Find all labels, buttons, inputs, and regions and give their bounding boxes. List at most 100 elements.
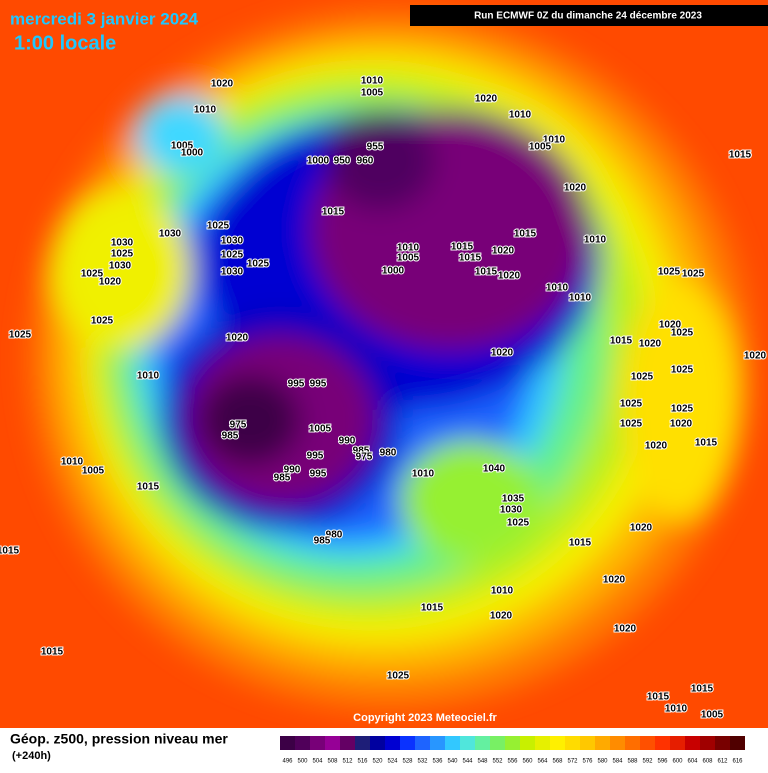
color-bar-label: 588 — [627, 759, 638, 765]
isobar-label: 1025 — [81, 269, 104, 280]
isobar-label: 1020 — [211, 79, 234, 90]
color-bar-label: 536 — [432, 759, 443, 765]
isobar-label: 1035 — [502, 494, 525, 505]
color-bar-label: 500 — [297, 759, 308, 765]
color-swatch — [610, 736, 625, 750]
isobar-label: 1025 — [387, 671, 410, 682]
color-swatch — [430, 736, 445, 750]
isobar-label: 1030 — [221, 236, 244, 247]
color-bar-label: 584 — [612, 759, 623, 765]
color-bar-label: 616 — [732, 759, 743, 765]
isobar-label: 1020 — [492, 246, 515, 257]
isobar-label: 1010 — [361, 76, 384, 87]
color-swatch — [730, 736, 745, 750]
isobar-label: 1015 — [421, 603, 444, 614]
color-bar-label: 572 — [567, 759, 578, 765]
isobar-label: 1025 — [682, 269, 705, 280]
isobar-label: 1040 — [483, 464, 506, 475]
isobar-label: 1010 — [137, 371, 160, 382]
lead-time: (+240h) — [12, 750, 51, 762]
color-bar-label: 540 — [447, 759, 458, 765]
isobar-label: 1025 — [221, 250, 244, 261]
isobar-label: 1020 — [491, 348, 514, 359]
isobar-label: 1020 — [99, 277, 122, 288]
color-swatch — [415, 736, 430, 750]
color-swatch — [655, 736, 670, 750]
color-swatch — [520, 736, 535, 750]
color-swatch — [370, 736, 385, 750]
isobar-label: 1005 — [701, 710, 724, 721]
isobar-label: 1020 — [670, 419, 693, 430]
isobar-label: 980 — [380, 448, 397, 459]
color-bar-label: 592 — [642, 759, 653, 765]
isobar-label: 1030 — [111, 238, 134, 249]
color-bar-label: 552 — [492, 759, 503, 765]
color-bar-label: 528 — [402, 759, 413, 765]
isobar-label: 1015 — [695, 438, 718, 449]
isobar-label: 1015 — [691, 684, 714, 695]
color-bar-label: 544 — [462, 759, 473, 765]
isobar-label: 1010 — [509, 110, 532, 121]
isobar-label: 985 — [314, 536, 331, 547]
isobar-label: 960 — [357, 156, 374, 167]
isobar-label: 1030 — [159, 229, 182, 240]
isobar-label: 1020 — [564, 183, 587, 194]
isobar-label: 1015 — [729, 150, 752, 161]
color-swatch — [280, 736, 295, 750]
isobar-label: 1015 — [569, 538, 592, 549]
color-bar-label: 524 — [387, 759, 398, 765]
isobar-label: 1020 — [226, 333, 249, 344]
color-bar-label: 504 — [312, 759, 323, 765]
isobar-label: 1015 — [137, 482, 160, 493]
isobar-label: 990 — [339, 436, 356, 447]
color-swatch — [295, 736, 310, 750]
color-swatch — [685, 736, 700, 750]
isobar-label: 1020 — [744, 351, 767, 362]
isobar-label: 1000 — [382, 266, 405, 277]
color-bar-label: 556 — [507, 759, 518, 765]
color-swatch — [715, 736, 730, 750]
isobar-label: 1005 — [309, 424, 332, 435]
color-swatch — [700, 736, 715, 750]
isobar-label: 995 — [310, 379, 327, 390]
run-info: Run ECMWF 0Z du dimanche 24 décembre 202… — [474, 11, 702, 22]
isobar-label: 1005 — [171, 141, 194, 152]
color-swatch — [535, 736, 550, 750]
copyright: Copyright 2023 Meteociel.fr — [353, 712, 497, 724]
isobar-label: 1020 — [630, 523, 653, 534]
color-bar-label: 608 — [702, 759, 713, 765]
isobar-label: 950 — [334, 156, 351, 167]
isobar-label: 1030 — [221, 267, 244, 278]
isobar-label: 1010 — [412, 469, 435, 480]
color-bar-label: 612 — [717, 759, 728, 765]
isobar-label: 1025 — [91, 316, 114, 327]
color-swatch — [340, 736, 355, 750]
color-bar-label: 512 — [342, 759, 353, 765]
isobar-label: 1030 — [500, 505, 523, 516]
isobar-label: 1020 — [498, 271, 521, 282]
isobar-label: 985 — [353, 446, 370, 457]
isobar-label: 1025 — [631, 372, 654, 383]
color-bar-label: 576 — [582, 759, 593, 765]
color-swatch — [670, 736, 685, 750]
color-swatch — [400, 736, 415, 750]
isobar-label: 1020 — [639, 339, 662, 350]
isobar-label: 1015 — [322, 207, 345, 218]
color-swatch — [385, 736, 400, 750]
map-title: Géop. z500, pression niveau mer — [10, 731, 228, 747]
color-swatch — [310, 736, 325, 750]
color-bar-label: 508 — [327, 759, 338, 765]
color-swatch — [475, 736, 490, 750]
isobar-label: 1025 — [671, 328, 694, 339]
isobar-label: 985 — [222, 431, 239, 442]
color-bar-label: 496 — [282, 759, 293, 765]
color-swatch — [550, 736, 565, 750]
color-swatch — [625, 736, 640, 750]
isobar-label: 1025 — [9, 330, 32, 341]
isobar-label: 1015 — [475, 267, 498, 278]
isobar-label: 1010 — [584, 235, 607, 246]
isobar-label: 995 — [288, 379, 305, 390]
isobar-label: 1025 — [111, 249, 134, 260]
isobar-label: 1020 — [614, 624, 637, 635]
isobar-label: 990 — [284, 465, 301, 476]
